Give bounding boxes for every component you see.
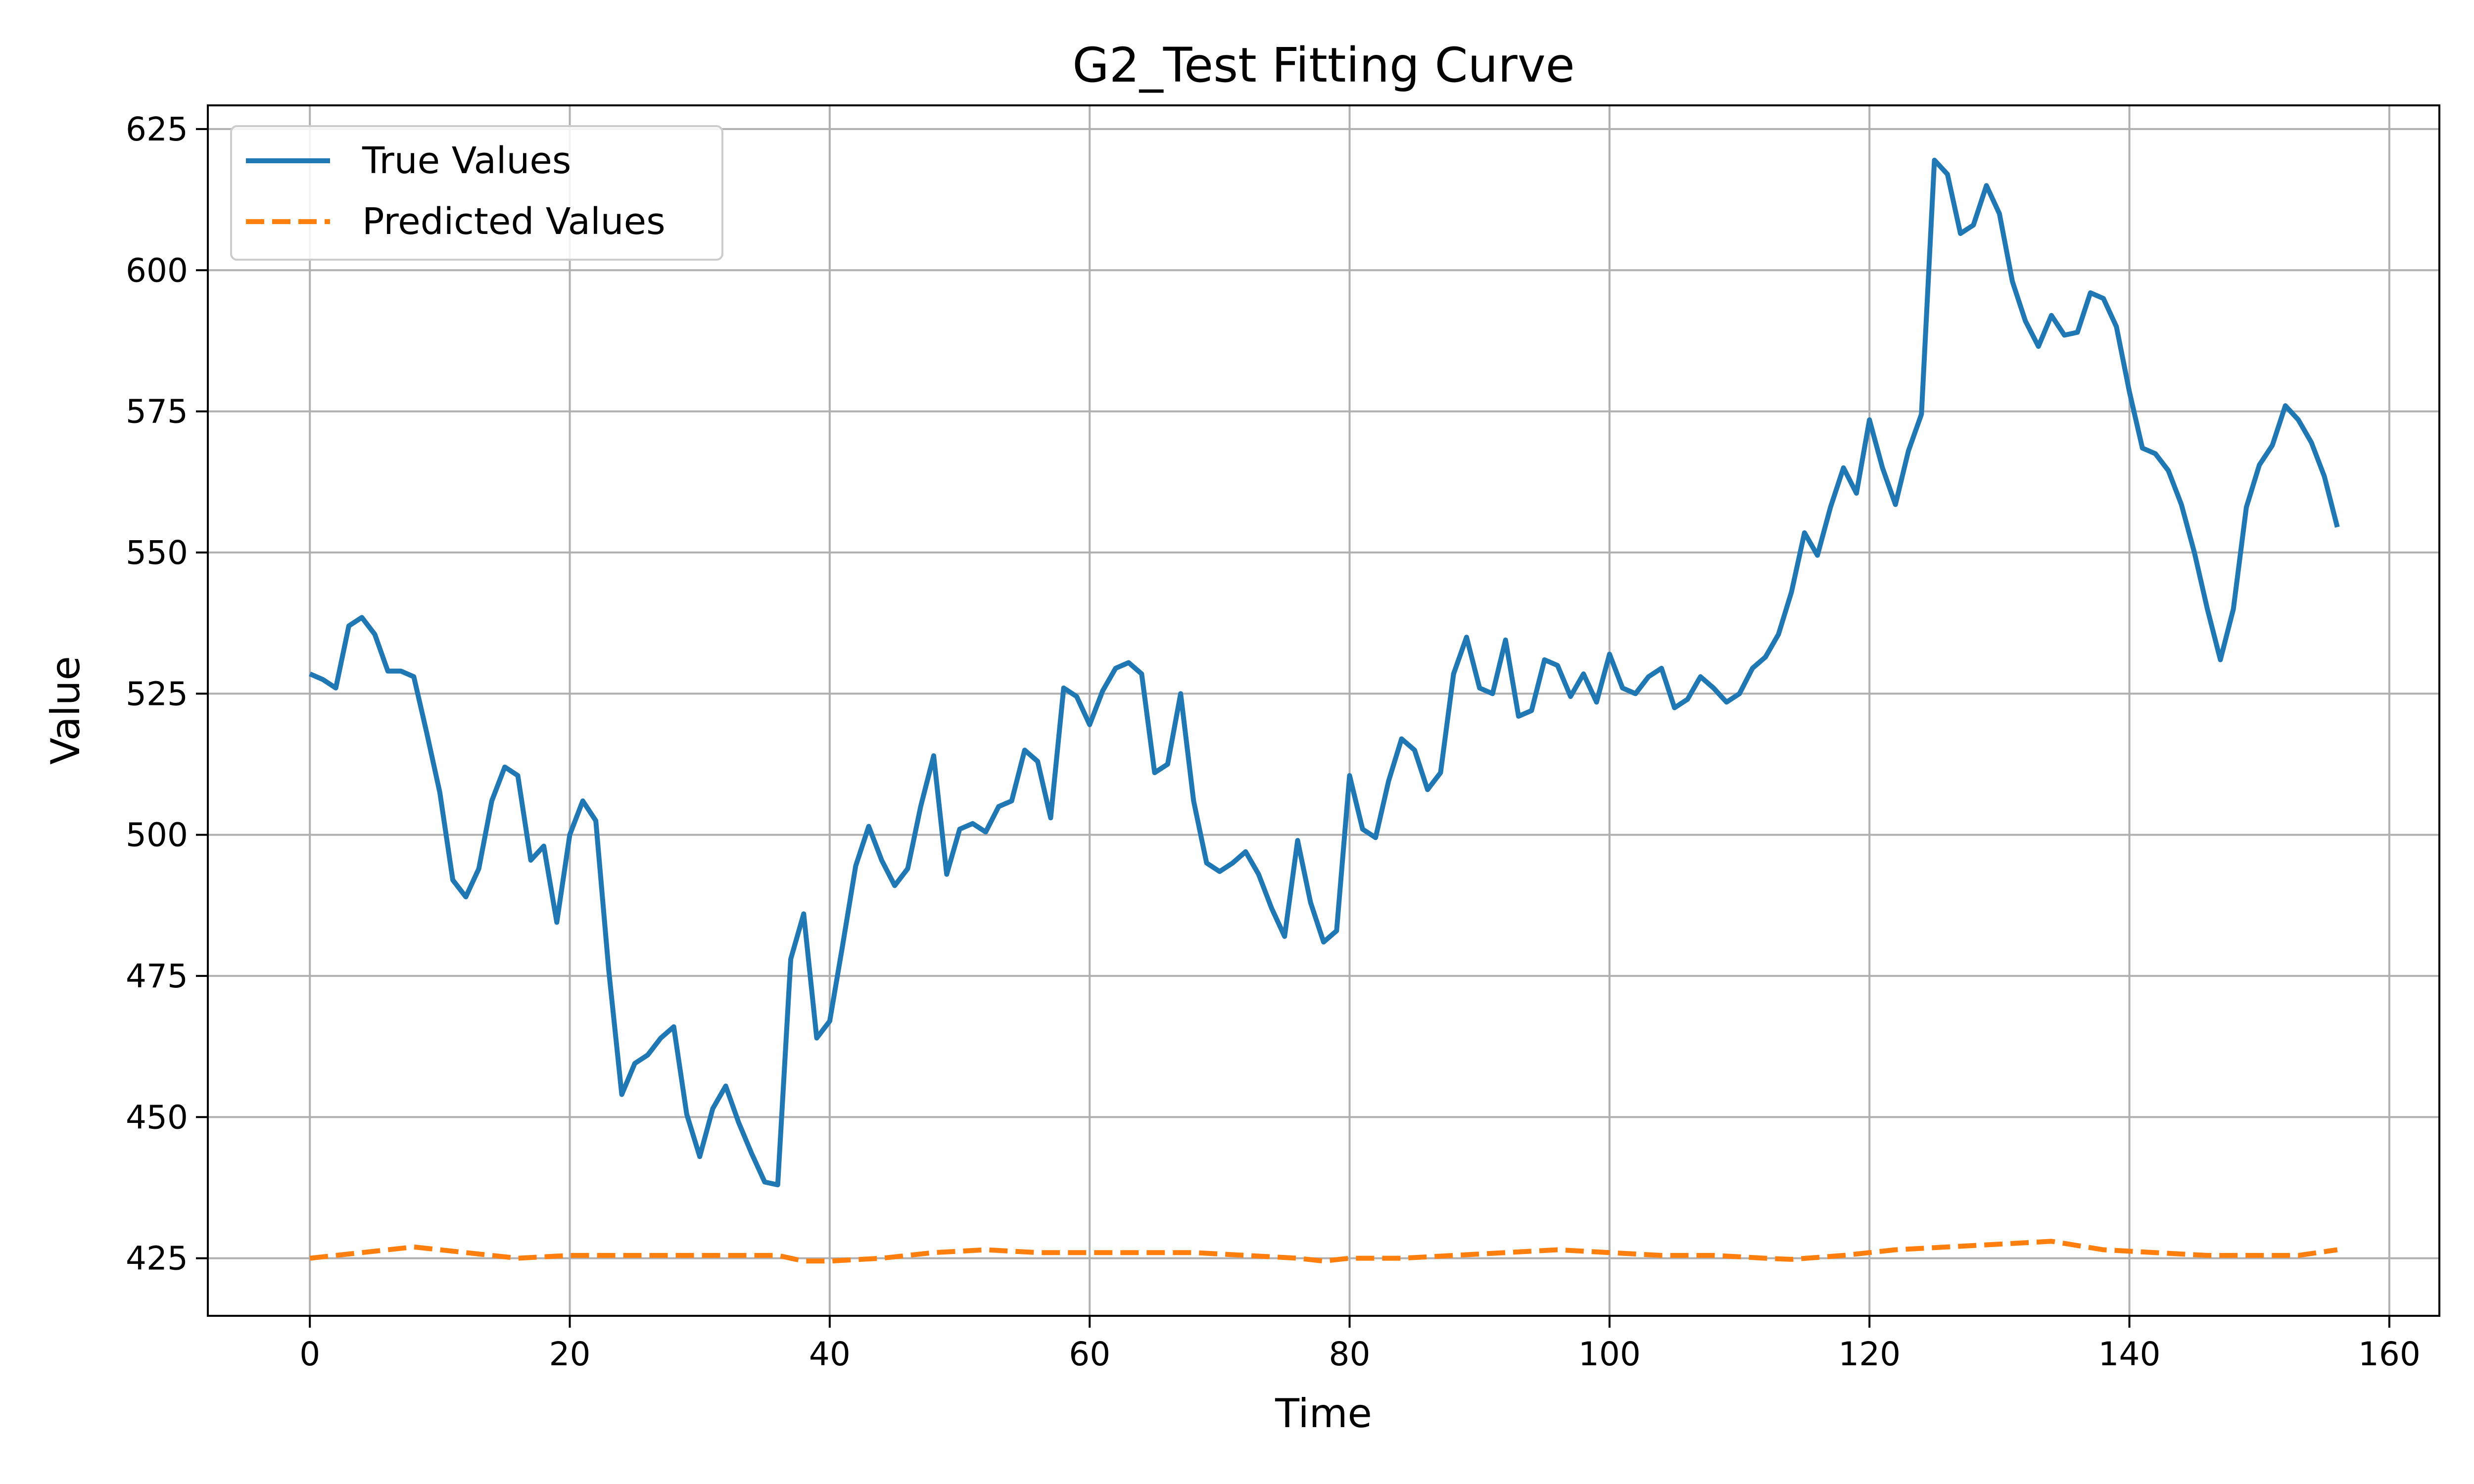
- x-tick-label: 160: [2358, 1335, 2421, 1373]
- axis-ticks: 0 20 40 60 80 100 120 140 160 425 450 475 500 525 550 5…: [126, 110, 2421, 1373]
- series-line-true-values: [309, 157, 2340, 1188]
- x-tick-label: 40: [809, 1335, 851, 1373]
- y-tick-label: 575: [126, 393, 188, 431]
- y-tick-label: 475: [126, 957, 188, 995]
- x-tick-label: 60: [1069, 1335, 1110, 1373]
- grid: [208, 105, 2439, 1316]
- x-tick-label: 120: [1838, 1335, 1901, 1373]
- y-tick-label: 425: [126, 1240, 188, 1278]
- legend-label-true-values: True Values: [362, 139, 571, 182]
- x-tick-label: 140: [2098, 1335, 2161, 1373]
- y-tick-label: 500: [126, 816, 188, 854]
- series-layer: [309, 157, 2340, 1264]
- plot-frame: [207, 104, 2440, 1317]
- y-tick-label: 525: [126, 675, 188, 713]
- x-tick-label: 20: [549, 1335, 591, 1373]
- x-tick-label: 0: [299, 1335, 320, 1373]
- legend-box: [230, 125, 723, 261]
- y-axis-label: Value: [43, 656, 89, 765]
- legend: True Values Predicted Values: [230, 125, 723, 261]
- y-tick-label: 550: [126, 534, 188, 572]
- chart-title: G2_Test Fitting Curve: [1072, 38, 1574, 93]
- x-tick-label: 100: [1578, 1335, 1641, 1373]
- x-axis-label: Time: [1275, 1391, 1372, 1437]
- series-line-predicted-values: [309, 1239, 2338, 1264]
- x-tick-label: 80: [1329, 1335, 1371, 1373]
- y-tick-label: 450: [126, 1098, 188, 1136]
- y-tick-label: 625: [126, 110, 188, 148]
- legend-label-predicted-values: Predicted Values: [362, 200, 666, 243]
- y-tick-label: 600: [126, 251, 188, 289]
